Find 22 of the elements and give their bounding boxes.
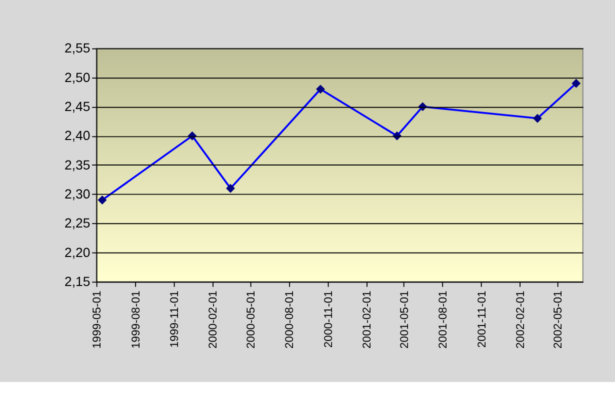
y-tick-label: 2,30 [64, 186, 90, 202]
x-tick-label: 2001-02-01 [362, 290, 374, 349]
x-tick-label: 1999-11-01 [168, 290, 181, 348]
y-tick-label: 2,55 [64, 40, 90, 56]
x-tick-label: 2000-05-01 [246, 290, 258, 349]
y-tick-label: 2,45 [64, 98, 90, 114]
x-tick-label: 2001-05-01 [398, 290, 411, 349]
x-tick-label: 2001-08-01 [438, 290, 450, 349]
y-tick-label: 2,35 [64, 157, 90, 172]
y-tick-label: 2,25 [64, 216, 90, 231]
y-tick-label: 2,20 [64, 244, 90, 260]
x-tick-label: 2001-11-01 [476, 290, 488, 348]
x-tick-label: 2002-02-01 [515, 290, 528, 349]
x-tick-label: 2000-02-01 [208, 290, 220, 349]
x-tick-label: 1999-08-01 [130, 290, 142, 349]
x-tick-label: 2002-05-01 [552, 290, 564, 349]
y-tick-label: 2,50 [64, 70, 90, 85]
x-tick-label: 2000-08-01 [284, 290, 296, 349]
y-tick-label: 2,40 [64, 128, 90, 144]
x-tick-label: 1999-05-01 [92, 290, 104, 349]
x-tick-label: 2000-11-01 [322, 290, 335, 348]
y-tick-label: 2,15 [64, 274, 90, 289]
